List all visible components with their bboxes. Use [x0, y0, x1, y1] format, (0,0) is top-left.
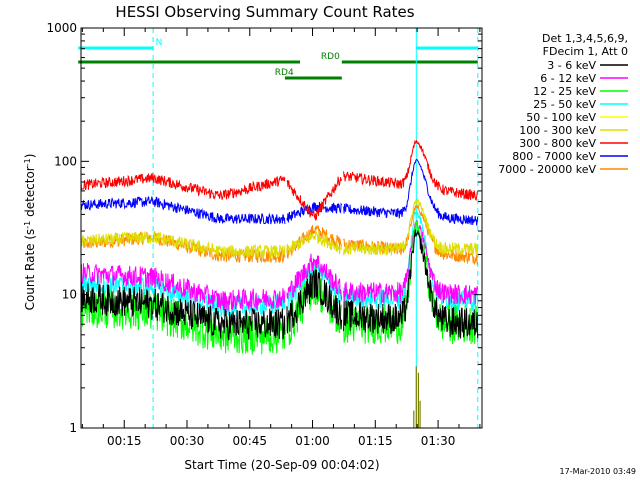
x-tick-label: 01:00	[295, 434, 330, 448]
x-tick-label: 00:45	[232, 434, 267, 448]
flag-bars: N RD0 RD4	[78, 38, 478, 80]
legend-label: 100 - 300 keV	[519, 124, 596, 137]
flag-label-RD0: RD0	[321, 52, 340, 62]
y-axis-label-main: Count Rate (s	[23, 229, 37, 311]
y-axis-label-sup2: -1	[23, 158, 32, 166]
legend-label: 50 - 100 keV	[526, 111, 596, 124]
x-axis-label: Start Time (20-Sep-09 00:04:02)	[184, 458, 379, 472]
legend-label: 3 - 6 keV	[547, 59, 596, 72]
flag-label-RD4: RD4	[275, 68, 294, 78]
legend-label: 300 - 800 keV	[519, 137, 596, 150]
axes: 1 10 100 1000 00:15 00:30 00:45 01:00 01:15 01:30	[46, 21, 483, 448]
x-tick-label: 00:15	[107, 434, 142, 448]
x-tick-label: 01:30	[421, 434, 456, 448]
x-tick-label: 01:15	[358, 434, 393, 448]
legend: Det 1,3,4,5,6,9, FDecim 1, Att 0 3 - 6 k…	[498, 32, 628, 176]
legend-header-1: Det 1,3,4,5,6,9,	[542, 32, 628, 45]
legend-header-2: FDecim 1, Att 0	[543, 45, 628, 58]
plot-frame	[80, 27, 483, 429]
legend-label: 12 - 25 keV	[533, 85, 596, 98]
y-axis-label: Count Rate (s-1 detector-1)	[23, 154, 38, 311]
series-line	[80, 139, 479, 222]
series-lines	[80, 139, 479, 428]
y-tick-label: 1000	[46, 21, 77, 35]
y-tick-label: 100	[54, 154, 77, 168]
legend-label: 25 - 50 keV	[533, 98, 596, 111]
chart-title: HESSI Observing Summary Count Rates	[115, 3, 414, 21]
y-axis-label-end: )	[23, 154, 37, 159]
y-axis-label-sup1: -1	[23, 221, 32, 229]
y-tick-label: 1	[69, 421, 77, 435]
legend-label: 6 - 12 keV	[540, 72, 596, 85]
x-tick-label: 00:30	[170, 434, 205, 448]
y-tick-label: 10	[62, 288, 77, 302]
series-line	[80, 220, 479, 312]
series-line	[80, 198, 479, 259]
legend-label: 800 - 7000 keV	[512, 150, 596, 163]
footer-timestamp: 17-Mar-2010 03:49	[560, 467, 637, 476]
series-line	[80, 229, 479, 341]
series-line	[80, 158, 479, 226]
y-axis-label-mid: detector	[23, 166, 37, 221]
legend-label: 7000 - 20000 keV	[498, 163, 596, 176]
flag-label-N: N	[156, 38, 163, 48]
